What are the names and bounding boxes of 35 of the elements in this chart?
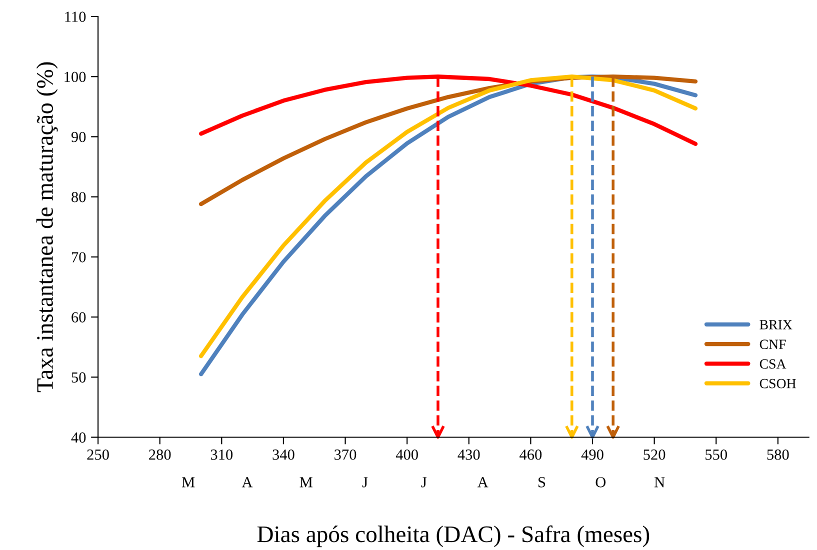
text: J — [421, 477, 427, 488]
x-tick-label: 400 — [396, 449, 418, 460]
x-tick-label: 490 — [581, 449, 604, 460]
text: A — [242, 477, 253, 488]
y-tick-label: 70 — [72, 252, 86, 262]
x-tick-label: 580 — [767, 449, 789, 460]
y-tick-label: 60 — [72, 312, 86, 322]
text: M — [300, 477, 312, 488]
x-tick-label: 370 — [334, 449, 356, 460]
x-tick-label: 520 — [644, 449, 666, 460]
y-tick-label: 80 — [72, 192, 86, 202]
text: O — [596, 477, 606, 488]
text: S — [538, 477, 546, 488]
x-tick-label: 430 — [458, 449, 480, 460]
x-tick-label: 310 — [210, 449, 233, 460]
text: M — [182, 477, 195, 488]
legend-label: CSA — [760, 359, 786, 369]
y-tick-label: 110 — [65, 12, 86, 22]
x-axis-title: Dias após colheita (DAC) - Safra (meses) — [257, 525, 650, 548]
text: A — [477, 477, 488, 488]
legend-label: CSOH — [760, 378, 796, 388]
y-tick-label: 50 — [72, 372, 86, 383]
x-tick-label: 250 — [87, 449, 109, 460]
x-tick-label: 280 — [149, 449, 171, 460]
legend-label: BRIX — [760, 320, 792, 330]
text: J — [362, 477, 368, 488]
legend-label: CNF — [760, 340, 786, 350]
y-tick-label: 100 — [64, 72, 86, 82]
x-tick-label: 340 — [272, 449, 294, 460]
y-tick-label: 90 — [71, 132, 86, 142]
x-tick-label: 550 — [706, 449, 727, 460]
x-tick-label: 460 — [520, 449, 542, 460]
y-tick-label: 40 — [71, 432, 86, 443]
text: N — [654, 477, 665, 488]
y-axis-title: Taxa instantanea de maturação (%) — [36, 62, 58, 392]
